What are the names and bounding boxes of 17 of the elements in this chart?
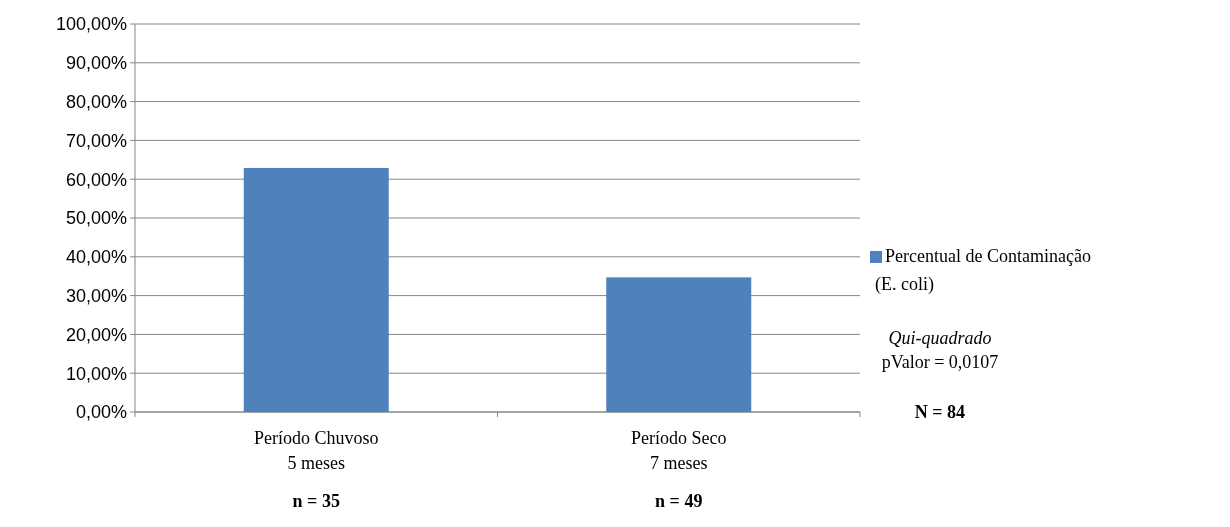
text: pValor = 0,0107 <box>881 352 999 372</box>
y-tick-label: 30,00% <box>65 285 127 306</box>
y-tick-label: 0,00% <box>75 402 127 423</box>
y-tick-label: 50,00% <box>65 208 127 229</box>
y-tick-label: 20,00% <box>65 324 127 345</box>
y-tick-label: 10,00% <box>65 363 127 384</box>
text: Qui-quadrado <box>888 328 992 348</box>
legend-label: Percentual de Contaminação (E. coli) <box>875 246 1091 295</box>
text: N = 84 <box>914 402 966 422</box>
y-tick-label: 70,00% <box>65 130 127 151</box>
y-tick-label: 40,00% <box>65 247 127 268</box>
x-tick-label: Período Chuvoso 5 meses n = 35 <box>253 428 379 511</box>
y-tick-label: 100,00% <box>55 14 127 35</box>
x-tick-label: Período Seco 7 meses n = 49 <box>631 428 727 511</box>
y-tick-label: 60,00% <box>65 169 127 190</box>
y-tick-label: 80,00% <box>65 91 127 112</box>
y-tick-label: 90,00% <box>65 53 127 74</box>
